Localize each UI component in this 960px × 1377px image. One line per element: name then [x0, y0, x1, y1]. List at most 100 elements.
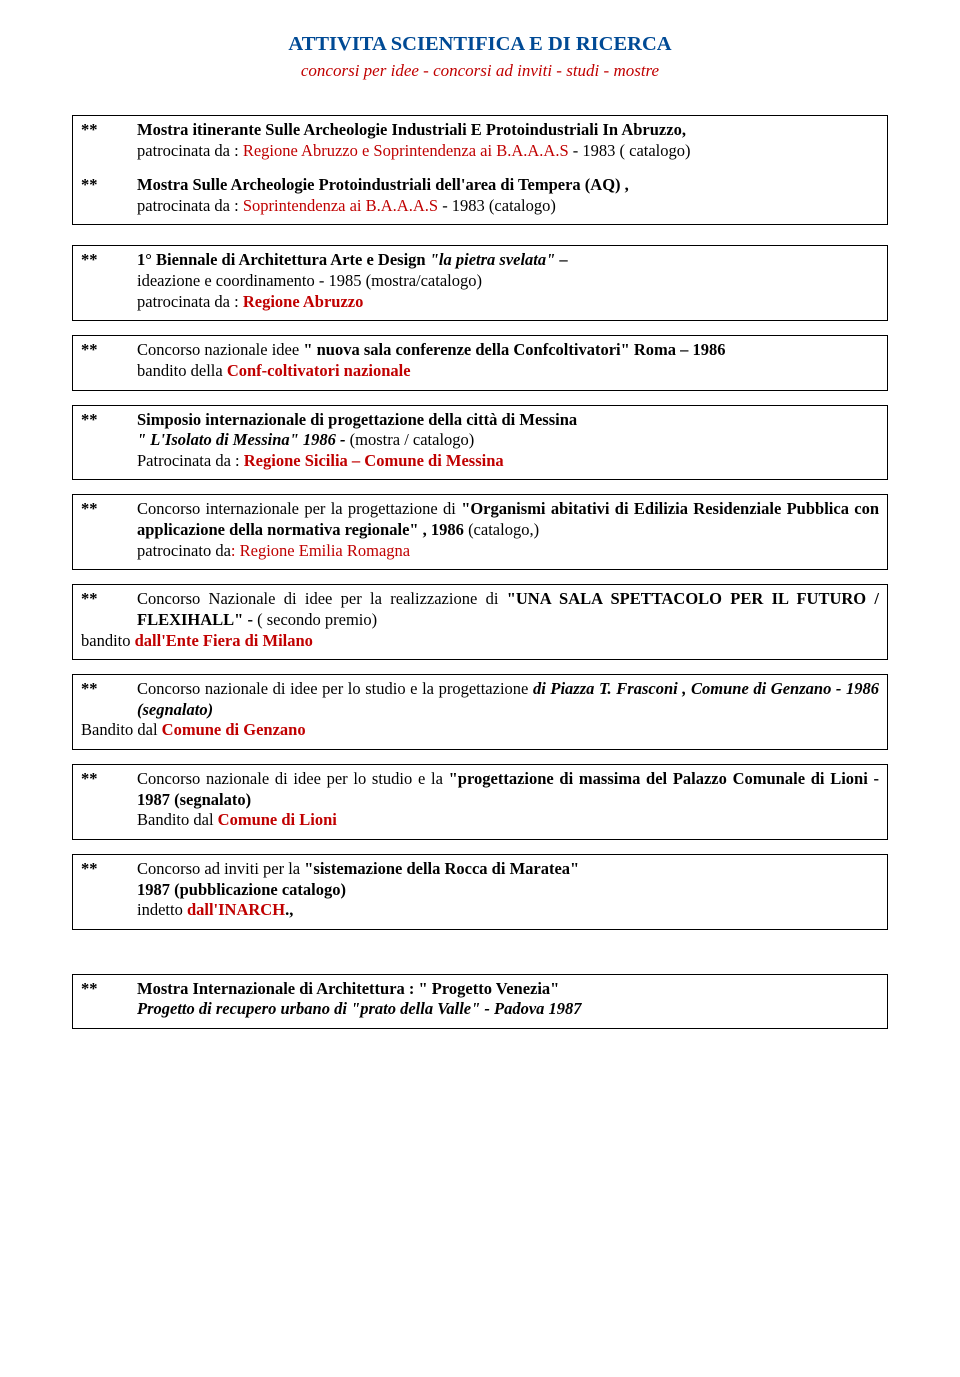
text-segment: dall'Ente Fiera di Milano [135, 631, 313, 650]
text-segment: bandito [81, 631, 135, 650]
entry-body: Mostra Sulle Archeologie Protoindustrial… [137, 175, 879, 216]
text-segment: patrocinata da : [137, 141, 243, 160]
page-subtitle: concorsi per idee - concorsi ad inviti -… [72, 60, 888, 81]
text-segment: " L'Isolato di Messina" 1986 - [137, 430, 350, 449]
text-segment: "sistemazione della Rocca di Maratea" [304, 859, 579, 878]
entry-line: Concorso nazionale idee " nuova sala con… [137, 340, 879, 361]
entry-box: **1° Biennale di Architettura Arte e Des… [72, 245, 888, 321]
text-segment: Regione Abruzzo e Soprintendenza ai B.A.… [243, 141, 569, 160]
text-segment: Comune di Lioni [218, 810, 337, 829]
page-title: ATTIVITA SCIENTIFICA E DI RICERCA [72, 32, 888, 58]
entry-line: " L'Isolato di Messina" 1986 - (mostra /… [137, 430, 879, 451]
entry-marker: ** [81, 499, 137, 561]
entry: **Concorso Nazionale di idee per la real… [81, 589, 879, 651]
text-segment: Concorso nazionale di idee per lo studio… [137, 769, 449, 788]
entry-line: patrocinata da : Regione Abruzzo e Sopri… [137, 141, 879, 162]
text-segment: Mostra Sulle Archeologie Protoindustrial… [137, 175, 629, 194]
entry-box: **Concorso nazionale di idee per lo stud… [72, 764, 888, 840]
entry-line: Mostra Sulle Archeologie Protoindustrial… [137, 175, 879, 196]
entry-marker: ** [81, 859, 137, 921]
text-segment: Comune di Genzano [162, 720, 306, 739]
text-segment: ( secondo premio) [257, 610, 377, 629]
entry: **Concorso nazionale idee " nuova sala c… [81, 340, 879, 381]
text-segment: Concorso nazionale idee [137, 340, 303, 359]
entry-body: Concorso nazionale di idee per lo studio… [137, 769, 879, 831]
text-segment: - 1983 ( catalogo) [569, 141, 691, 160]
entry-body: Mostra itinerante Sulle Archeologie Indu… [137, 120, 879, 161]
text-segment: dall'INARCH [187, 900, 285, 919]
text-segment: " nuova sala conferenze della Confcoltiv… [303, 340, 725, 359]
text-segment: Concorso nazionale di idee per lo studio… [137, 679, 533, 698]
text-segment: patrocinato da [137, 541, 231, 560]
entry-body: Concorso nazionale idee " nuova sala con… [137, 340, 879, 381]
entry-marker: ** [81, 410, 137, 472]
text-segment: 1987 (pubblicazione catalogo) [137, 880, 346, 899]
entry-line: Mostra Internazionale di Architettura : … [137, 979, 879, 1000]
entry-box: **Concorso nazionale di idee per lo stud… [72, 674, 888, 750]
text-segment: : Regione Emilia Romagna [231, 541, 410, 560]
entry: **Mostra Sulle Archeologie Protoindustri… [81, 175, 879, 216]
entry-line: ideazione e coordinamento - 1985 (mostra… [137, 271, 879, 292]
entry-line: patrocinata da : Soprintendenza ai B.A.A… [137, 196, 879, 217]
entry-line: patrocinato da: Regione Emilia Romagna [137, 541, 879, 562]
entry-line: Bandito dal Comune di Genzano [81, 720, 879, 741]
entry: **Mostra itinerante Sulle Archeologie In… [81, 120, 879, 161]
entry-body: Simposio internazionale di progettazione… [137, 410, 879, 472]
entry-box: **Concorso nazionale idee " nuova sala c… [72, 335, 888, 390]
entry-line: Progetto di recupero urbano di "prato de… [137, 999, 879, 1020]
entry-box: **Concorso internazionale per la progett… [72, 494, 888, 570]
entry-box: **Simposio internazionale di progettazio… [72, 405, 888, 481]
entry-body: Concorso Nazionale di idee per la realiz… [137, 589, 879, 651]
text-segment: ., [285, 900, 293, 919]
entry-line: 1987 (pubblicazione catalogo) [137, 880, 879, 901]
entry-box: **Concorso ad inviti per la "sistemazion… [72, 854, 888, 930]
entry-body: 1° Biennale di Architettura Arte e Desig… [137, 250, 879, 312]
entry-marker: ** [81, 175, 137, 216]
text-segment: Mostra itinerante Sulle Archeologie Indu… [137, 120, 686, 139]
entry-line: bandito della Conf-coltivatori nazionale [137, 361, 879, 382]
entry-line: indetto dall'INARCH., [137, 900, 879, 921]
entry-box: **Mostra Internazionale di Architettura … [72, 974, 888, 1029]
entry-line: Concorso ad inviti per la "sistemazione … [137, 859, 879, 880]
entry-line: bandito dall'Ente Fiera di Milano [81, 631, 879, 652]
entry-marker: ** [81, 120, 137, 161]
entry-line: Concorso nazionale di idee per lo studio… [137, 769, 879, 810]
text-segment: Concorso internazionale per la progettaz… [137, 499, 461, 518]
text-segment: Patrocinata da : [137, 451, 244, 470]
text-segment: 1° Biennale di Architettura Arte e Desig… [137, 250, 430, 269]
content-area: **Mostra itinerante Sulle Archeologie In… [72, 115, 888, 1029]
text-segment: indetto [137, 900, 187, 919]
entry-box: **Concorso Nazionale di idee per la real… [72, 584, 888, 660]
entry-line: Bandito dal Comune di Lioni [137, 810, 879, 831]
text-segment: "la pietra svelata" [430, 250, 556, 269]
entry-marker: ** [81, 250, 137, 312]
entry-marker: ** [81, 979, 137, 1020]
text-segment: Progetto di recupero urbano di "prato de… [137, 999, 582, 1018]
text-segment: Concorso ad inviti per la [137, 859, 304, 878]
text-segment: Bandito dal [137, 810, 218, 829]
text-segment: (mostra / catalogo) [350, 430, 475, 449]
entry-line: Mostra itinerante Sulle Archeologie Indu… [137, 120, 879, 141]
entry-body: Concorso ad inviti per la "sistemazione … [137, 859, 879, 921]
text-segment: Bandito dal [81, 720, 162, 739]
text-segment: (catalogo,) [464, 520, 539, 539]
entry-line: Concorso Nazionale di idee per la realiz… [137, 589, 879, 630]
entry-marker: ** [81, 769, 137, 831]
entry-line: patrocinata da : Regione Abruzzo [137, 292, 879, 313]
entry-box: **Mostra itinerante Sulle Archeologie In… [72, 115, 888, 226]
entry-body: Mostra Internazionale di Architettura : … [137, 979, 879, 1020]
text-segment: – [555, 250, 567, 269]
text-segment: Regione Sicilia – Comune di Messina [244, 451, 504, 470]
text-segment: Mostra Internazionale di Architettura : … [137, 979, 559, 998]
text-segment: - 1983 (catalogo) [438, 196, 556, 215]
text-segment: Simposio internazionale di progettazione… [137, 410, 577, 429]
entry: **Concorso nazionale di idee per lo stud… [81, 769, 879, 831]
text-segment: Concorso Nazionale di idee per la realiz… [137, 589, 507, 608]
entry-line: Concorso internazionale per la progettaz… [137, 499, 879, 540]
entry: **Concorso internazionale per la progett… [81, 499, 879, 561]
text-segment: patrocinata da : [137, 292, 243, 311]
entry-line: 1° Biennale di Architettura Arte e Desig… [137, 250, 879, 271]
entry-marker: ** [81, 340, 137, 381]
entry: **Concorso ad inviti per la "sistemazion… [81, 859, 879, 921]
text-segment: bandito della [137, 361, 227, 380]
